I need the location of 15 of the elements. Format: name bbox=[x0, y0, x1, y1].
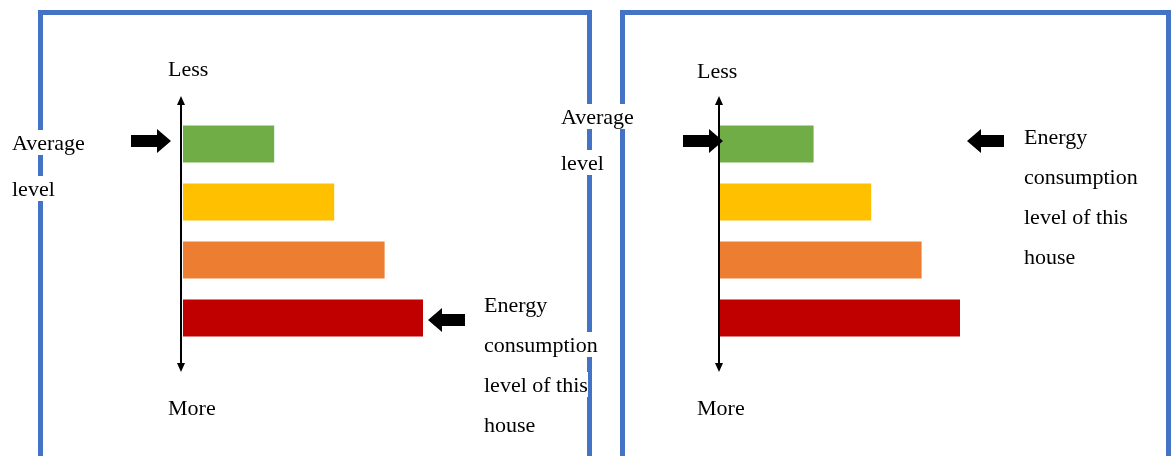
bar bbox=[183, 125, 275, 163]
text: More bbox=[697, 395, 745, 420]
bar bbox=[183, 241, 385, 279]
bar bbox=[183, 299, 423, 337]
bar bbox=[720, 299, 960, 337]
text: Average level bbox=[12, 130, 85, 201]
text: Energy consumption level of this house bbox=[484, 292, 598, 437]
text: Average level bbox=[561, 104, 634, 175]
bar bbox=[720, 241, 922, 279]
text: More bbox=[168, 395, 216, 420]
text: Less bbox=[697, 58, 738, 83]
text: Energy consumption level of this house bbox=[1024, 124, 1138, 269]
text: Less bbox=[168, 56, 209, 81]
bar bbox=[183, 183, 335, 221]
bar bbox=[720, 183, 872, 221]
